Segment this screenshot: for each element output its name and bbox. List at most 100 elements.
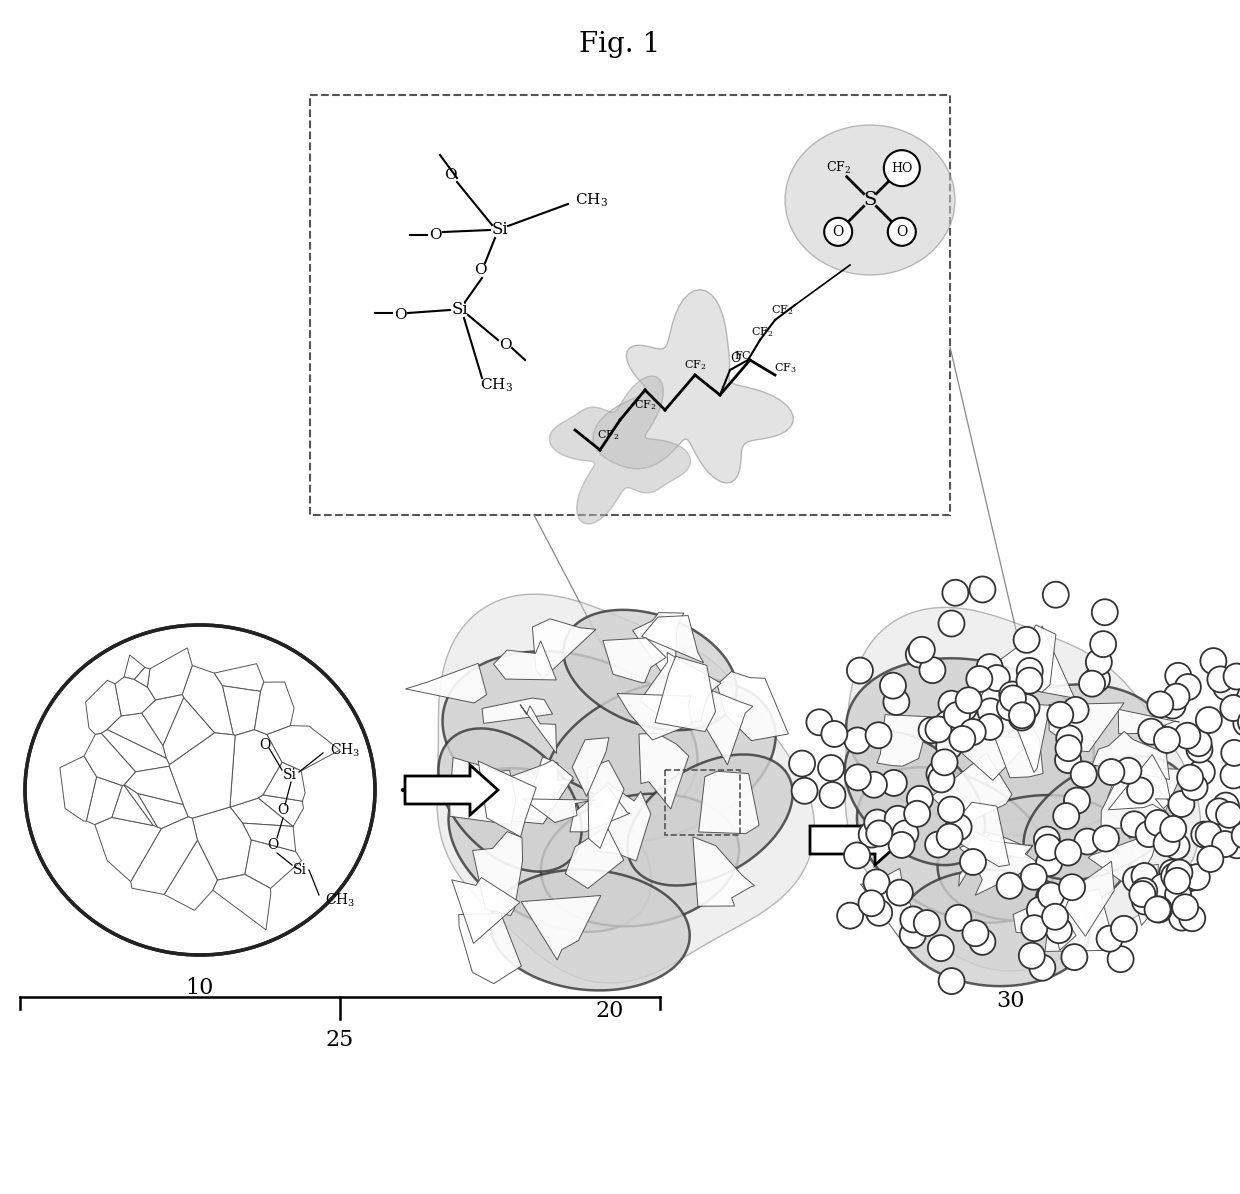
Polygon shape xyxy=(1126,864,1164,925)
Circle shape xyxy=(1107,946,1133,972)
Circle shape xyxy=(1163,684,1189,709)
Polygon shape xyxy=(1001,624,1056,693)
Circle shape xyxy=(866,722,892,749)
Circle shape xyxy=(1017,658,1043,684)
FancyArrow shape xyxy=(810,816,903,864)
Circle shape xyxy=(919,718,945,743)
Circle shape xyxy=(999,682,1025,708)
Circle shape xyxy=(1111,916,1137,942)
Polygon shape xyxy=(1050,894,1076,950)
Polygon shape xyxy=(844,731,985,866)
Circle shape xyxy=(863,869,889,896)
Polygon shape xyxy=(521,896,601,960)
Circle shape xyxy=(1238,709,1240,736)
Circle shape xyxy=(861,771,887,798)
Circle shape xyxy=(858,821,884,848)
Circle shape xyxy=(1231,823,1240,849)
Circle shape xyxy=(997,695,1023,720)
Circle shape xyxy=(1021,863,1047,890)
Circle shape xyxy=(1053,804,1079,829)
Polygon shape xyxy=(1109,755,1171,813)
Circle shape xyxy=(919,657,945,683)
Text: $\mathdefault{CH_3}$: $\mathdefault{CH_3}$ xyxy=(480,376,513,394)
Circle shape xyxy=(1221,740,1240,765)
Circle shape xyxy=(1038,882,1064,909)
Circle shape xyxy=(1159,860,1185,886)
Circle shape xyxy=(1200,648,1226,675)
Circle shape xyxy=(997,873,1023,899)
Circle shape xyxy=(893,820,919,847)
Circle shape xyxy=(1090,632,1116,657)
Circle shape xyxy=(1092,825,1118,851)
Polygon shape xyxy=(639,733,688,810)
Circle shape xyxy=(1164,868,1190,894)
Circle shape xyxy=(960,849,986,875)
Circle shape xyxy=(883,689,909,715)
Circle shape xyxy=(1184,864,1210,891)
Circle shape xyxy=(956,688,982,713)
Circle shape xyxy=(1195,707,1221,733)
Circle shape xyxy=(905,641,931,667)
Polygon shape xyxy=(451,878,520,943)
Text: O: O xyxy=(259,738,270,752)
Text: Si: Si xyxy=(492,222,508,239)
Circle shape xyxy=(914,910,940,936)
Polygon shape xyxy=(1045,888,1116,952)
Circle shape xyxy=(1213,675,1239,700)
Text: O: O xyxy=(268,838,279,853)
Polygon shape xyxy=(258,795,304,826)
Circle shape xyxy=(1198,847,1224,872)
Text: $\mathdefault{CF_2}$: $\mathdefault{CF_2}$ xyxy=(826,160,851,177)
Circle shape xyxy=(936,733,962,759)
Polygon shape xyxy=(449,768,651,931)
Circle shape xyxy=(867,820,893,847)
Circle shape xyxy=(950,726,976,752)
Circle shape xyxy=(1185,731,1211,756)
Circle shape xyxy=(1166,881,1192,907)
Circle shape xyxy=(1035,850,1061,876)
Circle shape xyxy=(942,580,968,605)
Polygon shape xyxy=(627,755,792,886)
Circle shape xyxy=(1084,666,1110,693)
Polygon shape xyxy=(618,694,692,740)
Polygon shape xyxy=(141,695,184,745)
Circle shape xyxy=(983,665,1009,691)
Text: Si: Si xyxy=(283,768,298,782)
Circle shape xyxy=(1146,897,1172,923)
Polygon shape xyxy=(213,874,270,930)
Circle shape xyxy=(1224,664,1240,689)
Circle shape xyxy=(1192,821,1218,848)
Circle shape xyxy=(864,810,890,836)
Circle shape xyxy=(1208,666,1234,693)
Polygon shape xyxy=(593,290,794,484)
Polygon shape xyxy=(861,868,919,937)
Polygon shape xyxy=(640,652,722,726)
Polygon shape xyxy=(439,728,582,872)
Circle shape xyxy=(1168,790,1194,817)
Circle shape xyxy=(1159,693,1185,719)
Circle shape xyxy=(1086,650,1112,675)
Circle shape xyxy=(909,636,935,663)
Circle shape xyxy=(1136,821,1162,847)
Polygon shape xyxy=(959,733,1033,781)
Circle shape xyxy=(1116,758,1142,783)
Text: $\mathdefault{CH_3}$: $\mathdefault{CH_3}$ xyxy=(575,191,608,209)
Circle shape xyxy=(1099,759,1125,786)
Circle shape xyxy=(1013,694,1039,720)
Text: 25: 25 xyxy=(326,1029,355,1051)
Circle shape xyxy=(880,770,906,796)
Circle shape xyxy=(970,577,996,603)
Bar xyxy=(310,96,950,515)
Circle shape xyxy=(1048,702,1074,728)
Circle shape xyxy=(1131,863,1157,890)
Polygon shape xyxy=(229,730,283,807)
Circle shape xyxy=(1091,599,1117,626)
Circle shape xyxy=(1055,747,1081,773)
Circle shape xyxy=(1029,955,1055,980)
Text: O: O xyxy=(474,263,486,277)
Circle shape xyxy=(925,716,951,743)
Circle shape xyxy=(1149,874,1176,900)
Circle shape xyxy=(936,824,962,850)
Circle shape xyxy=(825,217,852,246)
Polygon shape xyxy=(857,768,1053,923)
